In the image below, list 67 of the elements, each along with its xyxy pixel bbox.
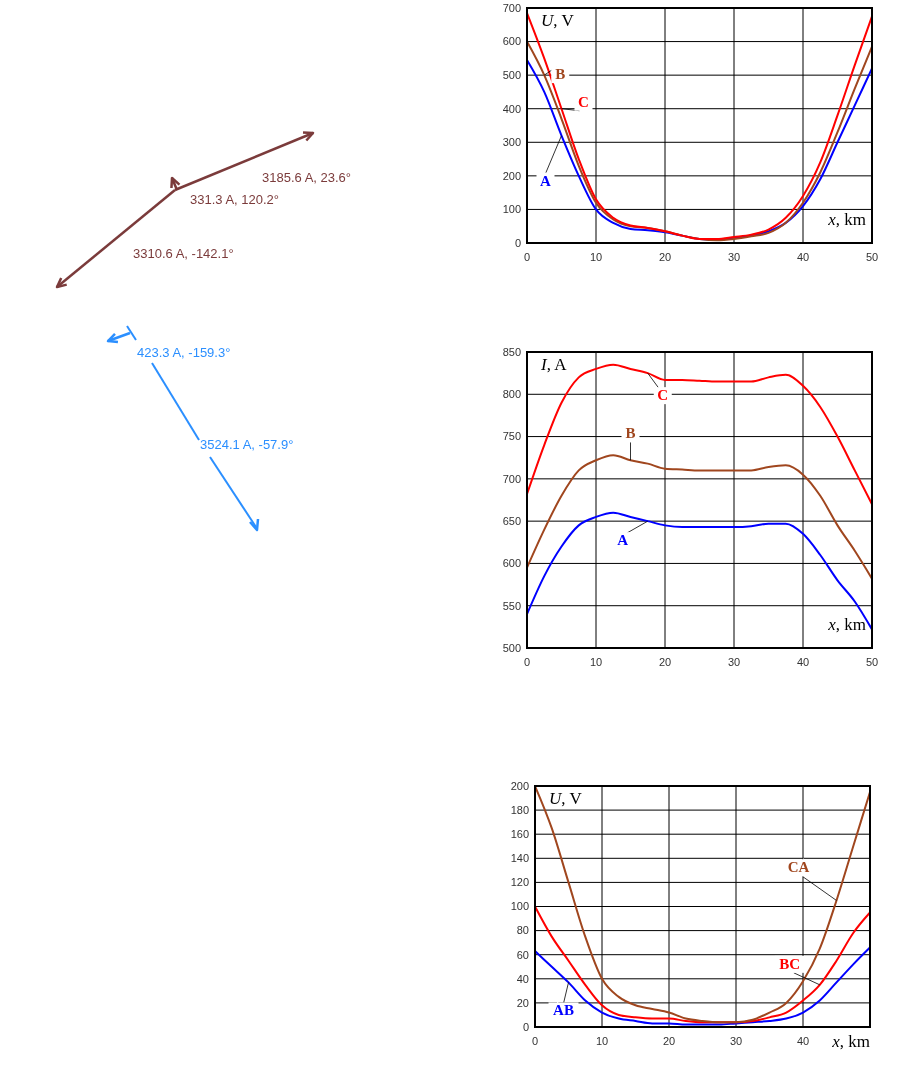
line-series: [526, 511, 873, 631]
y-tick-label: 0: [522, 1020, 529, 1033]
x-axis-title: x, km: [831, 1032, 870, 1051]
x-tick-label: 20: [658, 656, 672, 668]
y-tick-label: 600: [502, 35, 521, 48]
text: 3310.6 A, -142.1°: [133, 246, 234, 261]
x-axis-title: x, km: [827, 210, 866, 229]
x-tick-label: 40: [796, 251, 810, 263]
line-series: [526, 454, 873, 580]
y-tick-label: 80: [516, 924, 529, 937]
y-tick-label: 40: [516, 972, 529, 985]
series-label: A: [617, 532, 629, 549]
x-tick-label: 10: [589, 656, 603, 668]
x-tick-label: 50: [865, 251, 879, 263]
series-label: BC: [779, 955, 801, 972]
y-tick-label: 400: [502, 102, 521, 115]
series-label: A: [540, 172, 552, 189]
x-tick-label: 40: [796, 1035, 810, 1047]
y-tick-label: 120: [510, 876, 529, 889]
text: 3524.1 A, -57.9°: [200, 437, 294, 452]
y-tick-label: 600: [502, 557, 521, 570]
x-tick-label: 20: [662, 1035, 676, 1047]
x-tick-label: 30: [727, 251, 741, 263]
y-tick-label: 700: [502, 472, 521, 485]
y-tick-label: 200: [510, 779, 529, 792]
y-tick-label: 0: [514, 236, 521, 249]
y-tick-label: 20: [516, 996, 529, 1009]
y-tick-label: 100: [510, 900, 529, 913]
y-axis-title: U, V: [541, 11, 575, 30]
y-tick-label: 850: [502, 345, 521, 358]
y-tick-label: 140: [510, 852, 529, 865]
y-tick-label: 300: [502, 136, 521, 149]
y-tick-label: 500: [502, 68, 521, 81]
x-tick-label: 30: [729, 1035, 743, 1047]
text: 423.3 A, -159.3°: [137, 345, 231, 360]
series-label: C: [657, 387, 669, 404]
text: 3185.6 A, 23.6°: [262, 170, 352, 185]
x-tick-label: 30: [727, 656, 741, 668]
series-label: C: [578, 93, 589, 110]
line-series: [534, 905, 871, 1024]
y-axis-title: U, V: [549, 789, 583, 808]
x-tick-label: 10: [589, 251, 603, 263]
text: CA: [787, 859, 810, 876]
y-tick-label: 500: [502, 641, 521, 654]
x-tick-label: 0: [531, 1035, 539, 1047]
y-axis-title: I, A: [540, 355, 568, 374]
y-tick-label: 750: [502, 430, 521, 443]
x-axis-title: x, km: [827, 615, 866, 634]
y-tick-label: 200: [502, 169, 521, 182]
text: 331.3 A, 120.2°: [190, 192, 280, 207]
x-tick-label: 20: [658, 251, 672, 263]
y-tick-label: 60: [516, 948, 529, 961]
y-tick-label: 800: [502, 388, 521, 401]
y-tick-label: 700: [502, 1, 521, 14]
line-series: [534, 946, 871, 1026]
x-tick-label: 40: [796, 656, 810, 668]
y-tick-label: 180: [510, 803, 529, 816]
y-tick-label: 100: [502, 203, 521, 216]
series-label: B: [625, 425, 636, 442]
y-tick-label: 550: [502, 599, 521, 612]
series-label: B: [555, 66, 566, 83]
series-label: AB: [553, 1002, 574, 1019]
x-tick-label: 50: [865, 656, 879, 668]
x-tick-label: 10: [595, 1035, 609, 1047]
y-tick-label: 650: [502, 514, 521, 527]
line-series: [534, 785, 871, 1024]
y-tick-label: 160: [510, 828, 529, 841]
